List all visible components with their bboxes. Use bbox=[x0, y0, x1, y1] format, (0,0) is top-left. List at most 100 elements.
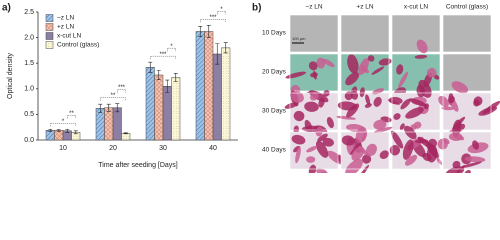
stain bbox=[373, 126, 393, 133]
stain bbox=[398, 71, 408, 89]
micrograph bbox=[443, 15, 491, 52]
stain bbox=[399, 123, 405, 131]
bar bbox=[212, 53, 222, 141]
stain bbox=[350, 142, 361, 155]
stain bbox=[426, 67, 437, 78]
significance-label: ** bbox=[69, 111, 74, 117]
stain bbox=[322, 137, 334, 147]
y-tick-label: 1.5 bbox=[24, 60, 34, 67]
stain bbox=[361, 131, 368, 142]
x-axis-label: Time after seeding [Days] bbox=[98, 162, 178, 169]
stain bbox=[478, 106, 498, 116]
bar-pattern bbox=[121, 133, 130, 140]
stain bbox=[371, 66, 385, 75]
y-tick-label: 0.5 bbox=[24, 111, 34, 118]
stain bbox=[393, 113, 401, 120]
stain bbox=[293, 145, 301, 153]
significance-bracket bbox=[50, 122, 76, 127]
error-bar bbox=[48, 128, 53, 132]
stain bbox=[304, 101, 319, 112]
stain bbox=[362, 154, 372, 164]
stain bbox=[422, 152, 432, 162]
micrograph-frame bbox=[391, 53, 441, 92]
stain bbox=[413, 121, 422, 129]
legend-swatch-pattern bbox=[46, 23, 53, 31]
stain bbox=[448, 132, 463, 142]
error-bar bbox=[123, 132, 128, 135]
error-bar bbox=[198, 26, 203, 37]
stain bbox=[391, 130, 404, 149]
x-tick-label: 30 bbox=[159, 145, 167, 152]
stain bbox=[322, 58, 335, 68]
stain bbox=[463, 169, 471, 173]
significance-bracket bbox=[217, 11, 226, 15]
error-bar bbox=[223, 42, 228, 54]
stain bbox=[345, 72, 360, 86]
stain bbox=[473, 99, 480, 107]
significance-label: *** bbox=[209, 15, 217, 21]
bar-pattern bbox=[46, 130, 55, 140]
error-bar bbox=[206, 25, 211, 38]
legend-swatch-pattern bbox=[46, 41, 53, 49]
stain bbox=[336, 115, 356, 120]
stain bbox=[365, 143, 377, 156]
micrograph-frame bbox=[289, 14, 339, 53]
micrograph-grid bbox=[284, 14, 500, 173]
significance-label: ** bbox=[111, 93, 116, 99]
significance-label: * bbox=[170, 44, 173, 50]
micrograph-frame bbox=[340, 14, 390, 53]
bar-pattern bbox=[54, 130, 63, 140]
stain bbox=[400, 98, 411, 110]
micrograph-frame bbox=[340, 131, 390, 170]
bar-pattern bbox=[104, 107, 113, 140]
y-tick-label: 1.0 bbox=[24, 86, 34, 93]
stain bbox=[316, 168, 329, 173]
bar bbox=[112, 107, 122, 141]
stain bbox=[438, 95, 449, 107]
stain bbox=[285, 71, 307, 79]
x-tick-label: 10 bbox=[59, 145, 67, 152]
stain bbox=[308, 61, 318, 71]
stain bbox=[306, 145, 318, 153]
row-label: 40 Days bbox=[262, 147, 287, 154]
column-header: −z LN bbox=[305, 4, 322, 11]
stain bbox=[295, 146, 301, 164]
stain bbox=[404, 154, 418, 166]
panel-label: a) bbox=[2, 3, 11, 14]
stain bbox=[326, 117, 334, 129]
stain bbox=[448, 95, 455, 104]
column-header: +z LN bbox=[356, 4, 373, 11]
stain bbox=[373, 119, 387, 130]
significance-label: *** bbox=[159, 52, 167, 58]
legend-swatch bbox=[45, 32, 54, 40]
stain bbox=[442, 137, 450, 145]
stain bbox=[359, 87, 365, 98]
bar-pattern bbox=[196, 31, 205, 140]
stain bbox=[373, 96, 382, 107]
stain bbox=[378, 58, 392, 66]
stain bbox=[315, 140, 329, 158]
stain bbox=[313, 70, 317, 80]
column-header: x-cut LN bbox=[404, 4, 429, 11]
stain bbox=[284, 102, 298, 109]
significance-label: * bbox=[220, 7, 223, 13]
stain bbox=[452, 119, 462, 137]
error-bar bbox=[156, 70, 161, 80]
error-bar bbox=[115, 103, 120, 113]
y-tick-label: 2.5 bbox=[24, 9, 34, 16]
stain bbox=[404, 125, 417, 140]
y-tick-label: 0.0 bbox=[24, 137, 34, 144]
micrograph-frame bbox=[340, 53, 390, 92]
stain bbox=[323, 90, 330, 97]
micrograph-frame bbox=[391, 14, 441, 53]
stain bbox=[317, 133, 328, 142]
bar-pattern bbox=[221, 47, 230, 141]
y-axis-label: Optical density bbox=[7, 53, 14, 99]
stain bbox=[414, 139, 429, 144]
legend-label: x-cut LN bbox=[57, 33, 82, 40]
legend-label: +z LN bbox=[57, 24, 74, 31]
legend-swatch-pattern bbox=[46, 14, 53, 22]
error-bar bbox=[165, 79, 170, 93]
legend-label: Control (glass) bbox=[57, 42, 99, 49]
stain bbox=[414, 54, 428, 59]
